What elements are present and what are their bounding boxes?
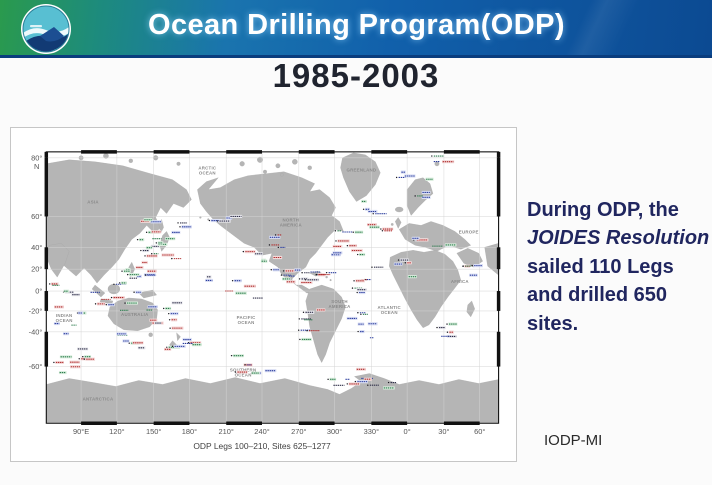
svg-text:240°: 240°: [254, 427, 269, 436]
map-caption: ODP Legs 100–210, Sites 625–1277: [193, 441, 331, 451]
svg-text:80°: 80°: [31, 153, 42, 162]
svg-text:40°: 40°: [31, 243, 42, 252]
map-frame: [44, 150, 501, 425]
svg-text:270°: 270°: [291, 427, 306, 436]
graticule: [46, 151, 499, 424]
svg-text:-60°: -60°: [29, 362, 43, 371]
svg-text:-20°: -20°: [29, 306, 43, 315]
svg-text:30°: 30°: [438, 427, 449, 436]
svg-text:20°: 20°: [31, 265, 42, 274]
svg-text:0°: 0°: [404, 427, 411, 436]
axis-labels: 90°E 120° 150° 180° 210° 240° 270° 300° 330° 0° 30…: [29, 153, 486, 436]
svg-text:ANTARCTICA: ANTARCTICA: [83, 396, 114, 401]
header-bar: Ocean Drilling Program(ODP): [0, 0, 712, 58]
svg-text:150°: 150°: [146, 427, 161, 436]
wave-logo-icon: [21, 4, 71, 54]
annotation-pre: During ODP, the: [527, 199, 679, 221]
annotation-post: sailed 110 Legs and drilled 650 sites.: [527, 255, 674, 335]
page-title: Ocean Drilling Program(ODP): [148, 9, 565, 41]
svg-text:330°: 330°: [364, 427, 379, 436]
svg-text:ASIA: ASIA: [87, 200, 99, 205]
svg-text:300°: 300°: [327, 427, 342, 436]
svg-text:AFRICA: AFRICA: [451, 279, 470, 284]
svg-text:-40°: -40°: [29, 327, 43, 336]
credit-label: IODP-MI: [544, 432, 603, 449]
svg-text:AUSTRALIA: AUSTRALIA: [121, 312, 149, 317]
region-labels: ARCTIC OCEAN ASIA GREENLAND NORTH AMERICA EURO…: [56, 166, 479, 402]
world-map: ARCTIC OCEAN ASIA GREENLAND NORTH AMERICA EURO…: [29, 150, 501, 451]
svg-text:210°: 210°: [219, 427, 234, 436]
annotation-text: During ODP, the JOIDES Resolution sailed…: [527, 196, 712, 338]
svg-text:60°: 60°: [474, 427, 485, 436]
svg-text:0°: 0°: [35, 287, 42, 296]
svg-text:60°: 60°: [31, 212, 42, 221]
annotation-ship-name: JOIDES Resolution: [527, 227, 710, 250]
svg-text:EUROPE: EUROPE: [459, 229, 479, 234]
map-panel: ARCTIC OCEAN ASIA GREENLAND NORTH AMERICA EURO…: [10, 127, 517, 462]
svg-text:GREENLAND: GREENLAND: [346, 168, 376, 173]
landmasses: [46, 152, 499, 423]
svg-text:120°: 120°: [109, 427, 124, 436]
svg-text:90°E: 90°E: [73, 427, 89, 436]
svg-text:N: N: [34, 162, 39, 171]
svg-text:180°: 180°: [182, 427, 197, 436]
drill-site-markers: [49, 155, 483, 390]
page-subtitle: 1985-2003: [272, 57, 440, 94]
